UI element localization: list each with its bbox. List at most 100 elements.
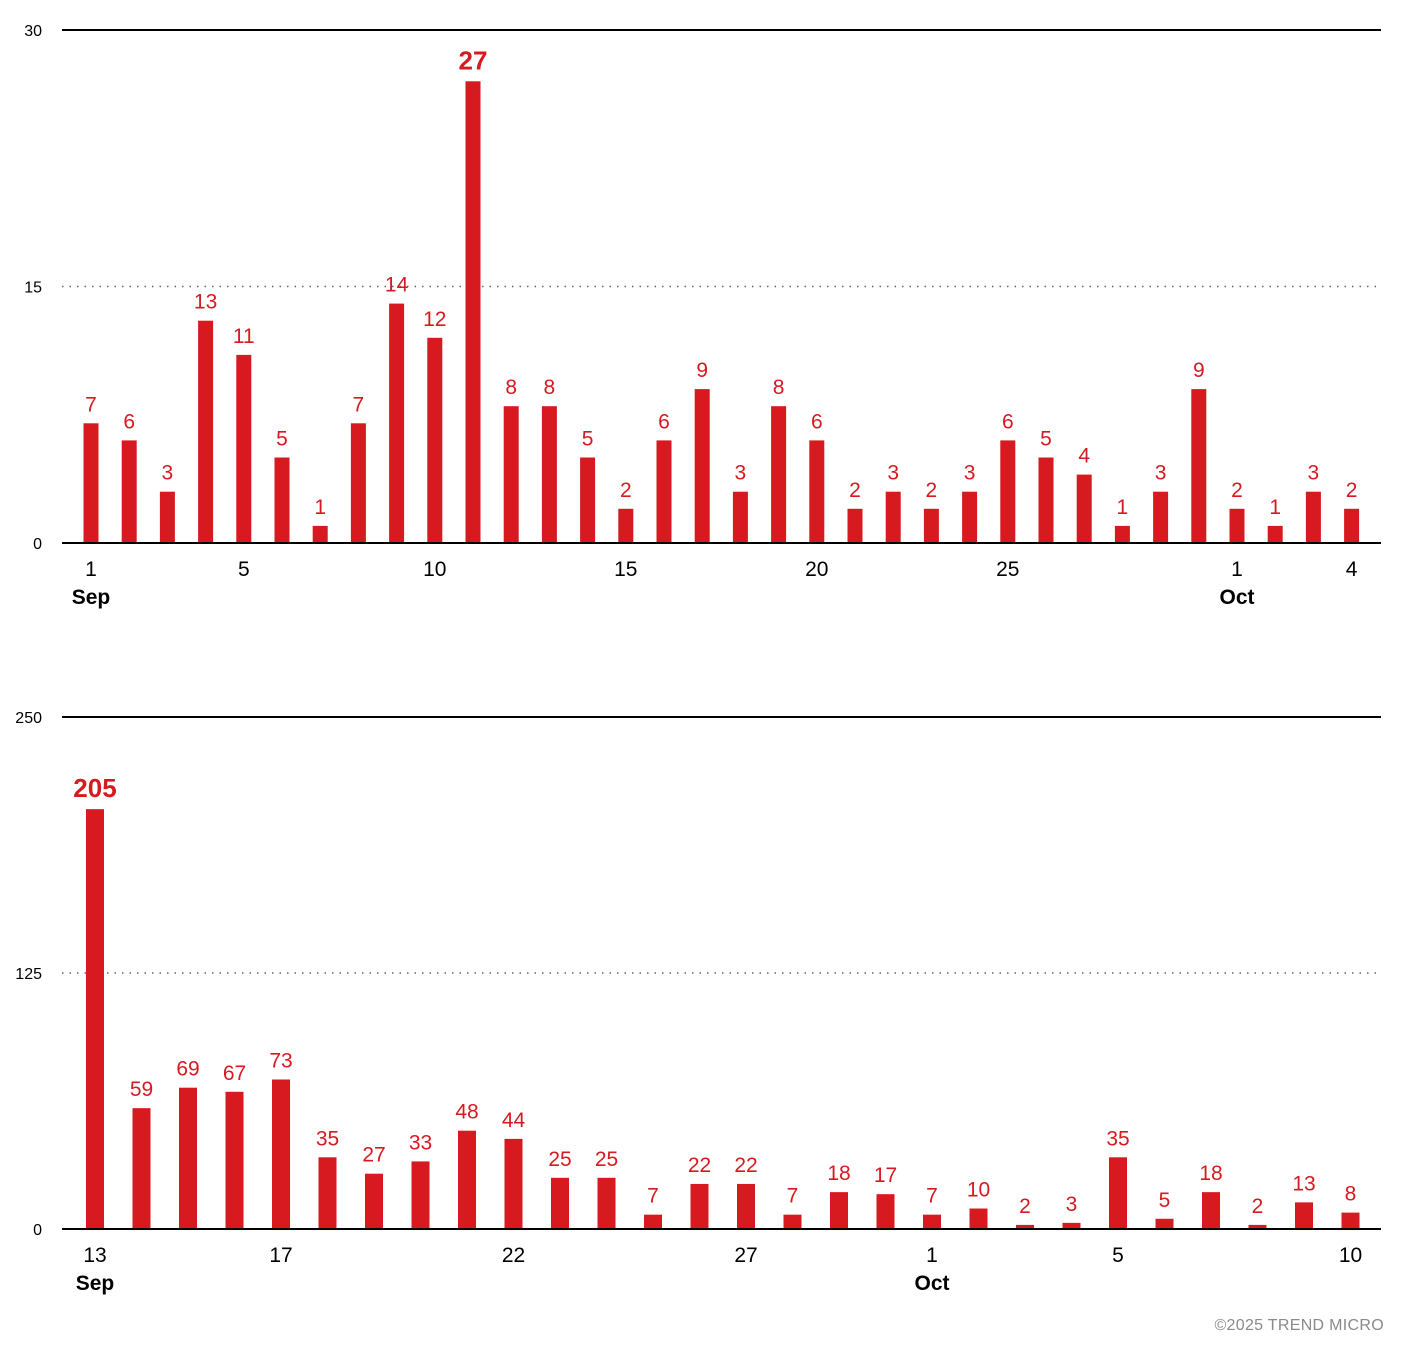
bar-value-label: 2 [1346,479,1358,502]
bar-value-label: 8 [544,376,556,399]
bar-value-label: 3 [735,462,747,485]
bar-value-label: 1 [1269,496,1281,519]
x-tick-day-label: 10 [1339,1244,1362,1267]
bar-value-label: 10 [967,1179,990,1202]
x-tick-day-label: 27 [734,1244,757,1267]
bar-value-label: 6 [658,410,670,433]
bar [1267,525,1283,543]
bar-value-label: 2 [926,479,938,502]
bar-value-label: 7 [353,393,365,416]
bar-value-label: 5 [1040,428,1052,451]
bar-value-label: 69 [176,1058,199,1081]
y-tick-label: 30 [24,23,42,40]
bar [656,440,672,543]
bar [969,1208,988,1229]
bar-value-label: 13 [194,291,217,314]
bar [465,81,481,544]
bar [159,491,175,543]
bar [885,491,901,543]
x-tick-day-label: 15 [614,558,637,581]
bar-value-label: 13 [1292,1172,1315,1195]
bar-value-label: 1 [314,496,326,519]
bar-value-label: 11 [233,325,255,348]
copyright-notice: ©2025 TREND MICRO [1214,1317,1384,1334]
x-tick-day-label: 17 [269,1244,292,1267]
y-tick-label: 250 [15,710,42,727]
bar-value-label: 18 [1199,1162,1222,1185]
bar-value-label: 35 [1106,1127,1129,1150]
y-tick-label: 0 [33,536,42,553]
bar [783,1214,802,1229]
bar [809,440,825,543]
x-tick-month-label: Oct [1219,586,1254,609]
x-tick-month-label: Oct [914,1272,949,1295]
bar [1016,1224,1034,1229]
bar-value-label: 18 [827,1162,850,1185]
bar-value-label: 3 [887,462,899,485]
bar [847,508,863,543]
bar [365,1173,383,1229]
bar-value-label: 1 [1117,496,1129,519]
bar-value-label: 44 [502,1109,526,1132]
bar-value-label: 6 [1002,410,1014,433]
x-tick-day-label: 13 [83,1244,106,1267]
bar [618,508,634,543]
bar [1305,491,1321,543]
bar [830,1192,848,1229]
bar-value-label: 9 [696,359,708,382]
bar [771,406,787,543]
y-tick-label: 0 [33,1222,42,1239]
bar [1155,1218,1174,1229]
bar [272,1079,290,1229]
x-tick-day-label: 5 [1112,1244,1124,1267]
bar-value-label: 35 [316,1127,339,1150]
x-tick-day-label: 5 [238,558,250,581]
bar [737,1183,755,1229]
bar [541,406,557,543]
bar-value-label: 25 [548,1148,571,1171]
bar-value-label: 3 [1308,462,1320,485]
bar-value-label: 2 [620,479,632,502]
bar-value-label: 2 [1231,479,1243,502]
bar [458,1130,476,1229]
bar [274,457,290,543]
bar [597,1177,616,1229]
bar-value-label: 2 [1019,1195,1031,1218]
bar [132,1108,151,1229]
x-tick-month-label: Sep [72,586,111,609]
x-tick-day-label: 22 [502,1244,525,1267]
bar [121,440,137,543]
bar [1062,1222,1081,1229]
bar [318,1157,337,1229]
bar [503,406,519,543]
bar-value-label: 33 [409,1131,432,1154]
bar [732,491,748,543]
bar [644,1214,662,1229]
bar [923,1214,941,1229]
bar [690,1183,709,1229]
x-tick-day-label: 1 [85,558,97,581]
bar-value-label: 2 [1252,1195,1264,1218]
bar [198,320,214,543]
bar-value-label: 5 [582,428,594,451]
bar-value-label: 17 [874,1164,897,1187]
bar-value-label: 7 [85,393,97,416]
bar [551,1177,569,1229]
bar [1229,508,1245,543]
bar [83,423,99,543]
x-tick-day-label: 4 [1346,558,1358,581]
x-tick-day-label: 25 [996,558,1019,581]
bar-value-label: 5 [1159,1189,1171,1212]
bar-value-label: 14 [385,274,409,297]
bar [1295,1202,1313,1229]
bar [427,337,443,543]
bar [1000,440,1016,543]
bar [1038,457,1054,543]
bar-value-label: 2 [849,479,861,502]
bar [580,457,596,543]
bar [876,1194,895,1229]
bar-value-label: 25 [595,1148,618,1171]
bar [225,1091,244,1229]
bar-value-label: 5 [276,428,288,451]
